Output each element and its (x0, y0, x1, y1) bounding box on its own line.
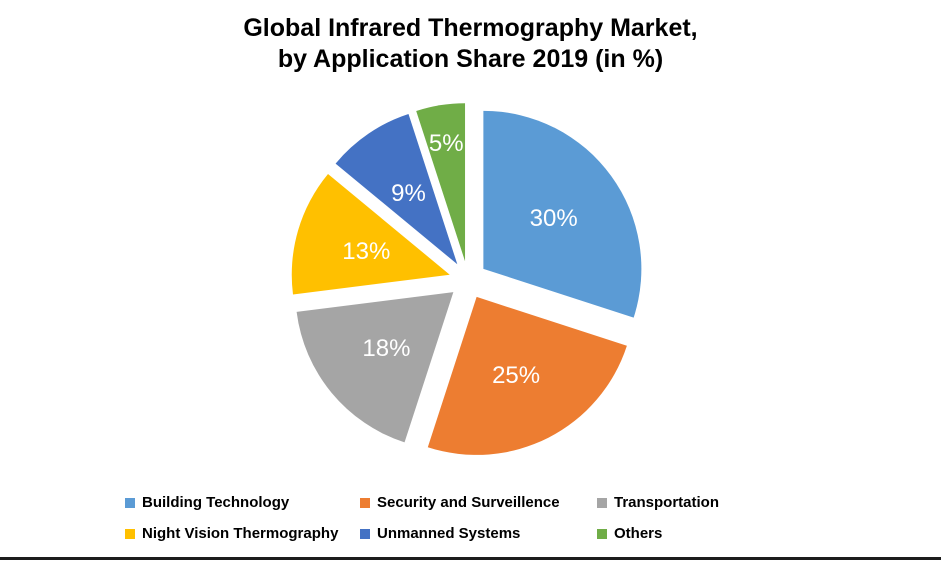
legend-marker-transportation (597, 497, 607, 508)
chart-title: Global Infrared Thermography Market, by … (0, 13, 941, 75)
pie-slice-transportation (296, 292, 454, 443)
pie-slice-label-transportation: 18% (362, 335, 410, 362)
legend-item-unmanned-systems: Unmanned Systems (360, 525, 597, 542)
legend-marker-unmanned-systems (360, 528, 370, 539)
legend-label-night-vision-thermography: Night Vision Thermography (142, 525, 339, 542)
pie-slice-label-night-vision-thermography: 13% (342, 238, 390, 265)
legend-item-security-and-surveillence: Security and Surveillence (360, 494, 597, 511)
pie-slice-others (416, 103, 466, 262)
chart-title-line1: Global Infrared Thermography Market, (243, 14, 698, 42)
pie-slice-label-building-technology: 30% (530, 205, 578, 232)
pie-slice-label-others: 5% (429, 130, 464, 157)
pie-slice-label-security-and-surveillence: 25% (492, 362, 540, 389)
legend-item-night-vision-thermography: Night Vision Thermography (125, 525, 360, 542)
chart-legend: Building Technology Security and Surveill… (125, 494, 901, 542)
legend-label-unmanned-systems: Unmanned Systems (377, 525, 521, 542)
legend-label-transportation: Transportation (614, 494, 720, 511)
bottom-divider (0, 557, 941, 560)
chart-title-line2: by Application Share 2019 (in %) (277, 45, 664, 73)
legend-item-others: Others (597, 525, 901, 542)
legend-marker-night-vision-thermography (125, 528, 135, 539)
legend-item-building-technology: Building Technology (125, 494, 360, 511)
legend-marker-others (597, 528, 607, 539)
legend-marker-security-and-surveillence (360, 497, 370, 508)
legend-marker-building-technology (125, 497, 135, 508)
pie-slice-security-and-surveillence (427, 296, 627, 455)
pie-slice-night-vision-thermography (291, 173, 450, 295)
legend-label-security-and-surveillence: Security and Surveillence (377, 494, 560, 511)
pie-slice-unmanned-systems (335, 114, 458, 265)
pie-slice-building-technology (483, 110, 642, 318)
legend-label-others: Others (614, 525, 663, 542)
pie-slice-label-unmanned-systems: 9% (391, 180, 426, 207)
legend-label-building-technology: Building Technology (142, 494, 290, 511)
legend-item-transportation: Transportation (597, 494, 901, 511)
